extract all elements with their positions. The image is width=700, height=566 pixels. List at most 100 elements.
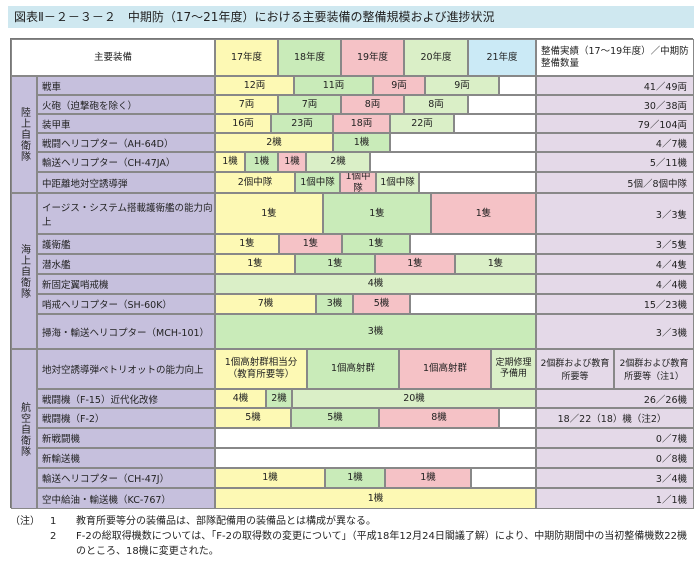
row-result: 4／7機: [536, 133, 694, 152]
group-asdf: 航空自衛隊: [11, 349, 37, 509]
row-equipment-name: 輸送ヘリコプター（CH-47JA）: [37, 152, 215, 172]
row-result: 3／3隻: [536, 193, 694, 234]
row-cell: 9両: [373, 76, 425, 95]
figure-title: 図表Ⅱ－２－３－２ 中期防（17～21年度）における主要装備の整備規模および進捗…: [8, 6, 694, 28]
row-cell: 1機: [215, 152, 245, 172]
header-equipment: 主要装備: [11, 39, 215, 76]
row-cell: 2個中隊: [215, 172, 295, 193]
header-year-17: 17年度: [215, 39, 278, 76]
row-result: 79／104両: [536, 114, 694, 133]
row-cell: 1個高射群: [399, 349, 491, 389]
row-cell: 23両: [271, 114, 333, 133]
row-cell: 1隻: [279, 234, 342, 254]
row-cell: 1隻: [455, 254, 536, 274]
row-cell: 1隻: [431, 193, 536, 234]
row-cell: 2機: [306, 152, 370, 172]
row-result: 3／3機: [536, 314, 694, 349]
row-result: 0／8機: [536, 448, 694, 468]
row-equipment-name: 新輸送機: [37, 448, 215, 468]
row-cell: 1個中隊: [376, 172, 419, 193]
row-cell: 2機: [266, 389, 292, 408]
header-year-20: 20年度: [404, 39, 468, 76]
row-cell: 1機: [278, 152, 306, 172]
row-equipment-name: 戦闘機（F-15）近代化改修: [37, 389, 215, 408]
row-empty-cell: [410, 294, 536, 314]
row-cell: 12両: [215, 76, 294, 95]
row-equipment-name: 戦車: [37, 76, 215, 95]
footnote-number: 1: [50, 516, 57, 527]
row-cell: 1機: [333, 133, 390, 152]
header-year-18: 18年度: [278, 39, 341, 76]
row-result: 30／38両: [536, 95, 694, 114]
footnote-number: 2: [50, 531, 57, 542]
row-empty-cell: [499, 408, 536, 428]
row-cell: 7両: [215, 95, 278, 114]
row-cell: 4機: [215, 274, 536, 294]
row-equipment-name: 新戦闘機: [37, 428, 215, 448]
row-equipment-name: 空中給油・輸送機（KC-767）: [37, 488, 215, 509]
row-cell: 8両: [404, 95, 468, 114]
row-equipment-name: 新固定翼哨戒機: [37, 274, 215, 294]
row-cell: 16両: [215, 114, 271, 133]
row-result: 0／7機: [536, 428, 694, 448]
row-cell: 1個中隊: [295, 172, 340, 193]
row-result: 3／5隻: [536, 234, 694, 254]
row-equipment-name: 火砲（迫撃砲を除く）: [37, 95, 215, 114]
row-cell: 1機: [385, 468, 471, 488]
row-result: 4／4隻: [536, 254, 694, 274]
row-equipment-name: 地対空誘導弾ペトリオットの能力向上: [37, 349, 215, 389]
row-cell: 8機: [379, 408, 499, 428]
header-year-19: 19年度: [341, 39, 404, 76]
row-equipment-name: 中距離地対空誘導弾: [37, 172, 215, 193]
header-result: 整備実績（17～19年度）／中期防整備数量: [536, 39, 694, 76]
row-result: 5個／8個中隊: [536, 172, 694, 193]
row-equipment-name: 潜水艦: [37, 254, 215, 274]
group-msdf: 海上自衛隊: [11, 193, 37, 349]
row-cell: 5機: [215, 408, 291, 428]
row-result: 41／49両: [536, 76, 694, 95]
row-cell: 1機: [215, 468, 325, 488]
row-cell: 1機: [245, 152, 278, 172]
footnote-1: （注） 1 教育所要等分の装備品は、部隊配備用の装備品とは構成が異なる。: [10, 514, 695, 529]
row-cell: 5機: [353, 294, 410, 314]
row-cell: 22両: [390, 114, 454, 133]
row-cell: 1隻: [215, 234, 279, 254]
group-asdf-label: 航空自衛隊: [18, 401, 30, 457]
row-empty-cell: [471, 468, 536, 488]
row-cell: 8両: [341, 95, 404, 114]
header-year-21: 21年度: [468, 39, 536, 76]
row-cell: 3機: [316, 294, 353, 314]
group-msdf-label: 海上自衛隊: [18, 243, 30, 299]
row-cell: 1機: [325, 468, 385, 488]
group-gsdf-label: 陸上自衛隊: [18, 107, 30, 162]
row-result: 1／1機: [536, 488, 694, 509]
row-cell: 1個高射群相当分（教育所要等）: [215, 349, 307, 389]
row-cell: 定期修理予備用: [491, 349, 536, 389]
row-result: 5／11機: [536, 152, 694, 172]
row-result-a: 2個群および教育所要等: [536, 349, 614, 389]
row-empty-cell: [215, 448, 536, 468]
row-cell: 1個高射群: [307, 349, 399, 389]
row-empty-cell: [410, 234, 536, 254]
row-cell: 1隻: [375, 254, 455, 274]
row-equipment-name: 哨戒ヘリコプター（SH-60K）: [37, 294, 215, 314]
footnote-text: F-2の総取得機数については、「F-2の取得数の変更について」（平成18年12月…: [76, 531, 687, 557]
row-empty-cell: [468, 95, 536, 114]
row-cell: 5機: [291, 408, 379, 428]
row-cell: 11両: [294, 76, 373, 95]
row-equipment-name: 戦闘ヘリコプター（AH-64D）: [37, 133, 215, 152]
footnote-text: 教育所要等分の装備品は、部隊配備用の装備品とは構成が異なる。: [76, 516, 376, 527]
row-cell: 1隻: [342, 234, 410, 254]
row-equipment-name: イージス・システム搭載護衛艦の能力向上: [37, 193, 215, 234]
row-empty-cell: [499, 76, 536, 95]
row-result-b: 2個群および教育所要等（注1）: [614, 349, 694, 389]
equipment-table: 主要装備 17年度 18年度 19年度 20年度 21年度 整備実績（17～19…: [10, 38, 694, 509]
row-cell: 4機: [215, 389, 266, 408]
row-result: 18／22（18）機（注2）: [536, 408, 694, 428]
row-cell: 9両: [425, 76, 499, 95]
row-cell: 1隻: [323, 193, 431, 234]
row-cell: 1機: [215, 488, 536, 509]
row-empty-cell: [390, 133, 536, 152]
row-cell: 18両: [333, 114, 390, 133]
row-result: 4／4機: [536, 274, 694, 294]
